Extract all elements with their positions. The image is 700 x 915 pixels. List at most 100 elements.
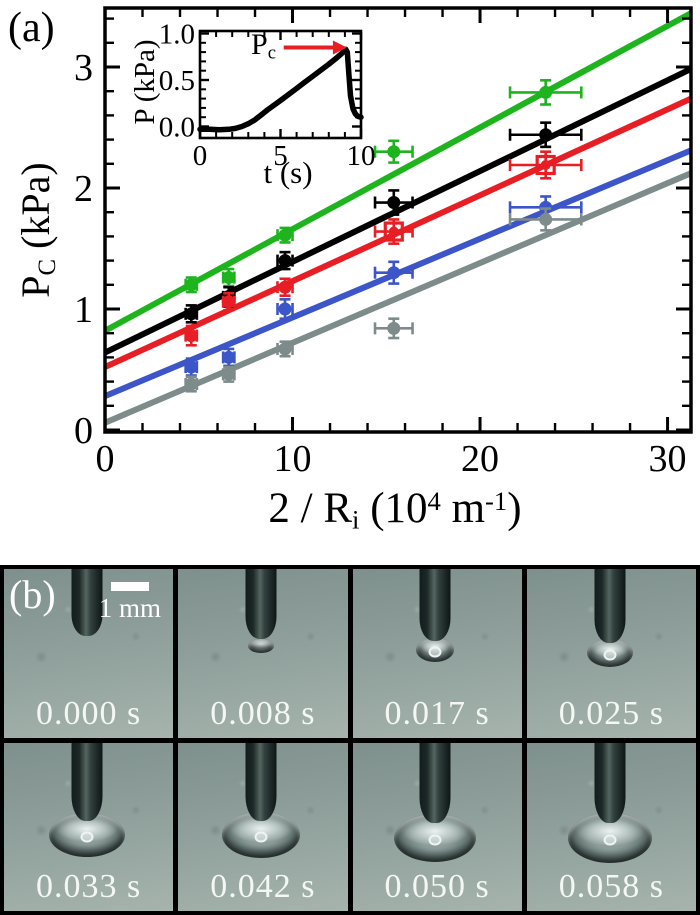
- needle: [245, 742, 277, 822]
- data-point-group-gray: [373, 317, 414, 340]
- timestamp: 0.017 s: [384, 694, 490, 732]
- inset-x-tick-label: 5: [273, 140, 288, 172]
- timestamp: 0.042 s: [210, 868, 316, 905]
- y-tick-label: 2: [74, 168, 93, 210]
- x-axis-label-unit: m: [440, 485, 486, 532]
- data-point-group-blue: [276, 298, 294, 320]
- data-marker: [278, 280, 292, 294]
- data-marker: [539, 212, 553, 226]
- x-axis-label-close: ): [507, 485, 522, 532]
- y-axis-label-unit: (kPa): [13, 162, 58, 259]
- timestamp: 0.058 s: [558, 868, 664, 905]
- bubble-highlight: [603, 649, 617, 660]
- data-marker: [184, 307, 198, 321]
- timestamp: 0.033 s: [36, 868, 142, 905]
- data-marker: [184, 377, 198, 391]
- data-point-group-gray: [508, 207, 583, 232]
- data-marker-open-square: [383, 221, 404, 242]
- data-point-group-green: [373, 139, 414, 164]
- panel-b-label: (b): [9, 572, 56, 617]
- timestamp: 0.025 s: [558, 694, 664, 732]
- inset-x-tick-label: 0: [193, 140, 208, 172]
- timestamp: 0.008 s: [210, 694, 316, 732]
- x-tick-label: 0: [96, 438, 115, 480]
- data-marker: [222, 367, 236, 381]
- photo-frame: 0.008 s: [178, 569, 348, 738]
- data-marker: [278, 342, 292, 356]
- data-marker: [387, 321, 401, 335]
- panel-a-label: (a): [8, 5, 55, 51]
- data-marker: [539, 85, 553, 99]
- inset-y-axis-label: P (kPa): [129, 39, 161, 125]
- data-marker: [222, 295, 236, 309]
- data-marker: [278, 228, 292, 242]
- pc-symbol: P: [251, 28, 268, 61]
- x-axis-label-paren: (10: [359, 485, 428, 532]
- x-axis-label: 2 / Ri (104 m-1): [195, 484, 595, 536]
- scale-bar: [110, 582, 149, 592]
- needle: [71, 569, 103, 636]
- x-axis-label-main: 2 / R: [268, 485, 353, 532]
- fit-line-green: [105, 10, 691, 334]
- data-point-group-red: [221, 291, 236, 312]
- inset-y-tick-label: 1.0: [159, 19, 195, 51]
- data-marker: [540, 160, 551, 171]
- data-marker: [184, 278, 198, 292]
- needle: [71, 742, 103, 822]
- data-point-group-black: [184, 304, 199, 324]
- needle: [419, 742, 451, 823]
- data-marker: [387, 266, 401, 280]
- plot-frame: [103, 6, 693, 434]
- bubble-highlight: [603, 834, 617, 846]
- data-point-group-blue: [221, 347, 236, 368]
- data-point-group-red: [184, 324, 199, 347]
- y-axis-label: PC (kPa): [12, 130, 61, 330]
- x-axis-label-exp2: -1: [485, 486, 508, 517]
- y-tick-label: 1: [74, 289, 93, 331]
- data-point-group-green: [184, 276, 199, 294]
- data-marker: [184, 360, 198, 374]
- data-point-group-gray: [276, 340, 294, 358]
- needle: [594, 569, 626, 643]
- data-point-group-black: [508, 121, 583, 149]
- bubble-highlight: [428, 834, 442, 846]
- inset-y-tick-label: 0.0: [159, 112, 195, 144]
- scale-bar-label: 1 mm: [98, 592, 162, 623]
- data-marker: [222, 350, 236, 364]
- bubble: [248, 639, 275, 654]
- fit-line-black: [105, 66, 691, 356]
- x-tick-label: 30: [649, 438, 687, 480]
- data-marker: [387, 196, 401, 210]
- data-point-group-green: [276, 226, 294, 244]
- bubble-highlight: [428, 646, 442, 658]
- x-axis-label-exp: 4: [427, 486, 441, 517]
- data-marker: [539, 128, 553, 142]
- inset-y-tick-label: 0.5: [159, 65, 195, 97]
- timestamp: 0.000 s: [36, 694, 142, 732]
- data-point-group-gray: [184, 375, 199, 393]
- inset-x-axis-label: t (s): [263, 155, 313, 190]
- data-marker: [278, 302, 292, 316]
- photo-frame: 0.050 s: [352, 742, 522, 911]
- fit-line-gray: [105, 170, 691, 426]
- data-point-group-green: [221, 267, 236, 288]
- data-point-group-black: [276, 250, 294, 271]
- timestamp: 0.050 s: [384, 868, 490, 905]
- needle: [419, 569, 451, 641]
- pc-subscript: c: [267, 42, 276, 64]
- data-point-group-black: [373, 189, 414, 216]
- x-tick-label: 20: [461, 438, 499, 480]
- bubble-highlight: [254, 831, 268, 843]
- y-axis-label-main: P: [13, 275, 58, 298]
- inset-frame: [198, 29, 363, 140]
- inset-x-tick-label: 10: [347, 140, 376, 172]
- data-point-group-red: [276, 277, 294, 297]
- photo-frame: 0.033 s: [4, 742, 174, 911]
- photo-frame: 0.042 s: [178, 742, 348, 911]
- data-point-group-red: [508, 150, 583, 180]
- x-tick-label: 10: [274, 438, 312, 480]
- needle: [245, 569, 277, 640]
- pc-arrow-head: [332, 40, 347, 55]
- photo-background: [4, 569, 174, 738]
